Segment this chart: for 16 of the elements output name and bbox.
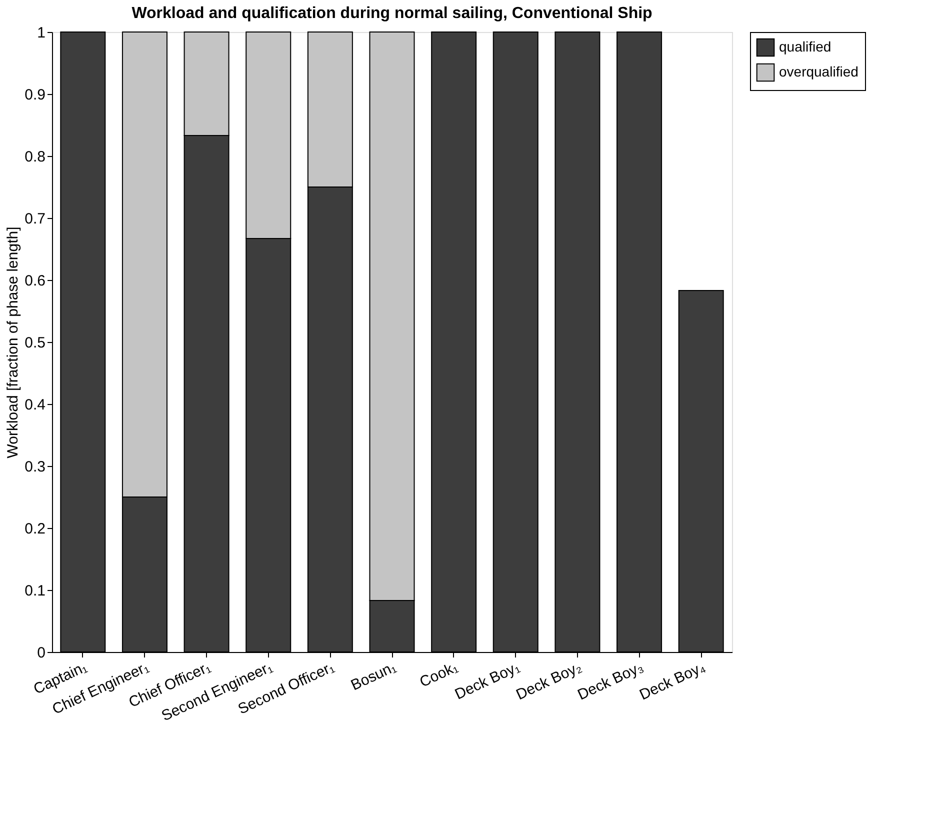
chart-title: Workload and qualification during normal sailing, Conventional Ship bbox=[132, 5, 653, 22]
y-tick-label: 0.9 bbox=[24, 86, 46, 104]
y-tick-label: 0.8 bbox=[24, 148, 46, 166]
x-tick-label: Bosun₁ bbox=[348, 658, 399, 694]
y-tick-label: 0.3 bbox=[24, 458, 46, 476]
y-tick-label: 0.1 bbox=[24, 582, 46, 600]
y-tick-label: 1 bbox=[37, 24, 46, 42]
y-tick-label: 0.4 bbox=[24, 396, 46, 414]
legend-label: overqualified bbox=[779, 64, 858, 80]
y-tick-label: 0.2 bbox=[24, 520, 46, 538]
y-tick-label: 0.7 bbox=[24, 210, 46, 228]
y-axis-title: Workload [fraction of phase length] bbox=[4, 226, 22, 458]
y-tick-label: 0.6 bbox=[24, 272, 46, 290]
y-tick-label: 0.5 bbox=[24, 334, 46, 352]
y-tick-label: 0 bbox=[37, 644, 46, 662]
legend-label: qualified bbox=[779, 38, 832, 54]
